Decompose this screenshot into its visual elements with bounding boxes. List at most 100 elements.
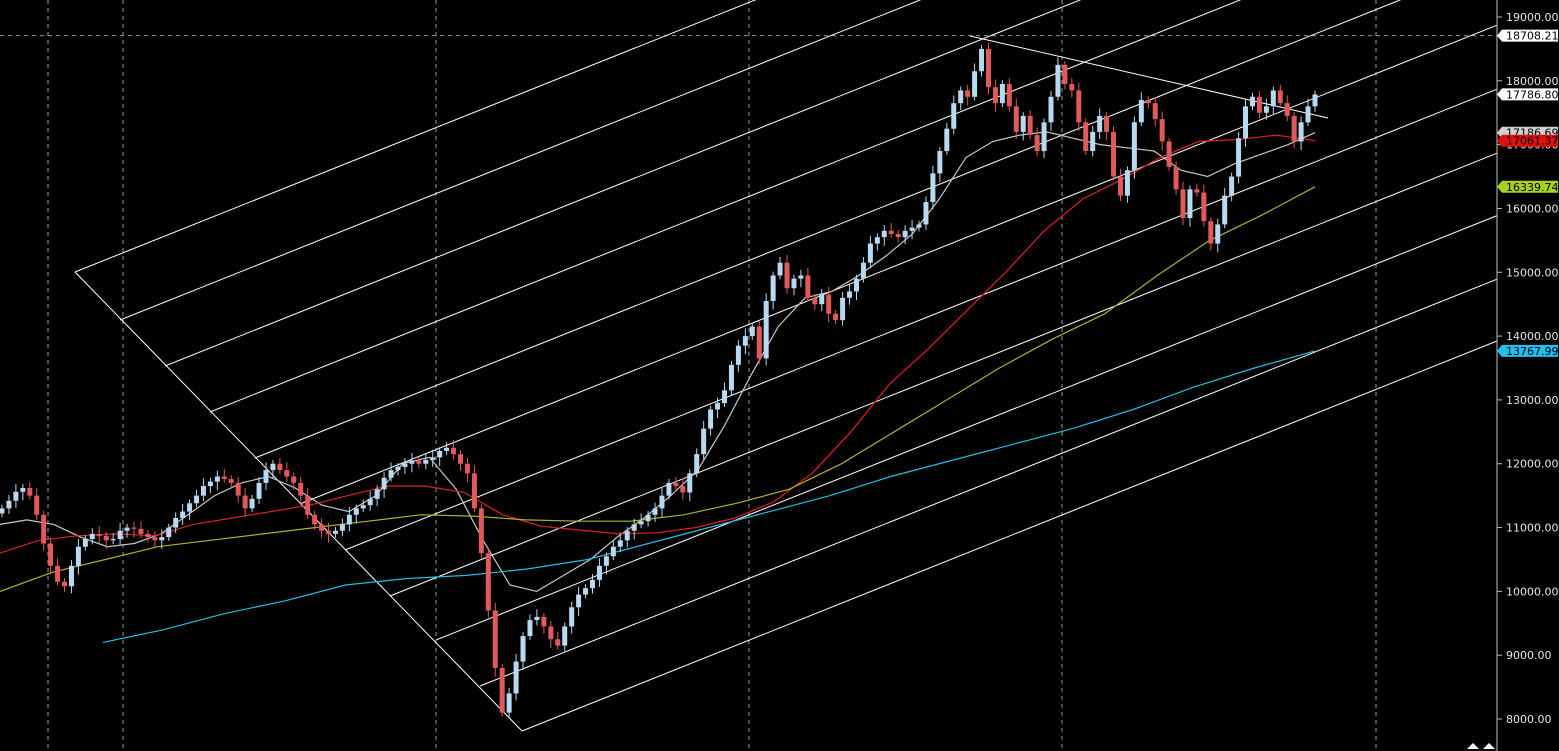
candle [944,122,950,155]
candle [409,452,415,473]
candle [1083,118,1089,155]
candle [965,84,971,106]
channel-line [74,0,757,273]
y-tick-label: 19000.00 [1506,11,1559,24]
candle [1236,132,1242,184]
candle [437,447,443,466]
candle [187,499,193,521]
candle [735,339,741,372]
candle [152,531,158,548]
y-tick-labels: 19000.0018000.0017000.0016000.0015000.00… [1497,11,1559,726]
candle [708,405,714,436]
candle [55,558,61,586]
candle [75,539,81,575]
candle [1034,127,1040,157]
candle [728,360,734,396]
channel-line [299,24,1498,505]
candle [103,532,109,549]
y-tick-label: 13000.00 [1506,394,1559,407]
candle [1208,217,1214,251]
candle [471,465,477,513]
candle [1298,116,1304,151]
candle [284,462,290,482]
candle [1215,218,1221,253]
candle [48,537,54,575]
candle [798,269,804,288]
candle [221,468,227,483]
candle [603,552,609,575]
candle [902,225,908,245]
candle [548,620,554,648]
y-tick-label: 14000.00 [1506,330,1559,343]
candle [1305,98,1311,127]
candle [569,601,575,634]
candle [360,499,366,513]
candle [784,255,790,294]
channel-line [389,152,1498,597]
candle [770,271,776,310]
candle [847,283,853,305]
candle [339,518,345,537]
price-tag: 13767.99 [1497,344,1559,358]
candle [388,462,394,482]
candle [1263,98,1269,120]
candle [1076,82,1082,131]
price-tag: 16339.74 [1497,180,1559,194]
candle [791,274,797,296]
candle [972,63,978,101]
candle [680,478,686,500]
candle [527,614,533,640]
channel-line [209,0,1242,413]
candle [874,233,880,251]
candle [1027,110,1033,139]
candle [701,420,707,460]
candle [124,523,130,538]
price-tag-label: 17786.80 [1506,88,1559,101]
candle [1194,183,1200,197]
candle [381,472,387,498]
candle [888,223,894,238]
y-tick-label: 10000.00 [1506,585,1559,598]
candle [200,478,206,502]
candle [1117,168,1123,202]
candle [235,477,241,503]
candle [214,470,220,491]
candle [1152,97,1158,127]
candle [312,510,318,530]
candle [1062,61,1068,90]
price-tags: 18708.2117786.8017186.6917061.3716339.74… [1497,30,1559,358]
ma-short-line [0,131,1316,593]
candle [805,267,811,302]
candle [485,547,491,618]
y-tick-label: 9000.00 [1506,649,1552,662]
candle [826,286,832,323]
candle [249,494,255,513]
candle [68,560,74,594]
candle [41,510,47,551]
y-tick-label: 11000.00 [1506,522,1559,535]
grid-layer [0,0,1497,751]
candle [242,487,248,518]
candle [62,577,68,592]
candle [451,440,457,460]
candle [20,484,26,501]
candle [534,609,540,626]
candle [458,450,464,471]
candle [1097,108,1103,139]
y-tick-label: 12000.00 [1506,458,1559,471]
candle [840,292,846,326]
channel-line [521,340,1498,732]
candle [583,584,589,599]
candle [833,309,839,324]
candle [395,463,401,476]
scale-arrows-icon[interactable] [1467,743,1495,749]
price-tag: 18708.21 [1497,30,1559,43]
candle [1013,98,1019,139]
candle [687,469,693,502]
price-tag: 17786.80 [1497,88,1559,101]
candle [96,526,102,543]
candle [756,320,762,364]
candle [555,631,561,650]
candle [1173,161,1179,195]
candle [89,528,95,545]
